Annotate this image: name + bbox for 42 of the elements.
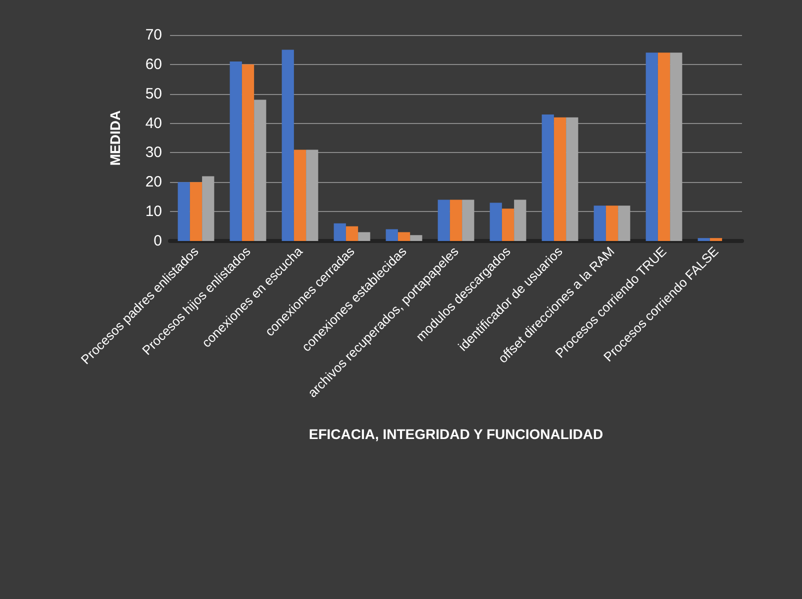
bar	[594, 206, 606, 241]
bar	[514, 200, 526, 241]
bar	[190, 182, 202, 241]
bar	[502, 208, 514, 241]
bar	[606, 206, 618, 241]
bar	[334, 223, 346, 241]
bar	[282, 50, 294, 241]
x-axis-title: EFICACIA, INTEGRIDAD Y FUNCIONALIDAD	[308, 426, 604, 442]
y-tick-label: 10	[145, 203, 162, 220]
bar	[398, 232, 410, 241]
bar	[306, 150, 318, 241]
bar	[358, 232, 370, 241]
bar	[230, 61, 242, 241]
bar	[346, 226, 358, 241]
y-tick-label: 0	[154, 232, 162, 250]
bar	[658, 52, 670, 241]
y-axis-title: MEDIDA	[107, 110, 123, 166]
bar	[438, 200, 450, 241]
bar	[254, 100, 266, 241]
bar	[490, 202, 502, 241]
bar	[698, 238, 710, 241]
bar	[618, 206, 630, 241]
bar	[566, 117, 578, 241]
y-tick-label: 30	[145, 144, 162, 162]
y-tick-label: 60	[145, 56, 162, 73]
bar	[294, 150, 306, 241]
bar	[410, 235, 422, 241]
y-tick-label: 20	[145, 174, 162, 191]
bar	[178, 182, 190, 241]
bar	[202, 176, 214, 241]
bar	[450, 200, 462, 241]
bar	[646, 52, 658, 241]
bar	[242, 64, 254, 241]
bar	[462, 200, 474, 241]
bar	[554, 117, 566, 241]
y-tick-label: 50	[145, 85, 162, 102]
y-tick-label: 40	[145, 114, 162, 132]
bar	[670, 52, 682, 241]
bar	[542, 114, 554, 241]
bar	[386, 229, 398, 241]
bar	[710, 238, 722, 241]
y-tick-label: 70	[145, 26, 162, 44]
